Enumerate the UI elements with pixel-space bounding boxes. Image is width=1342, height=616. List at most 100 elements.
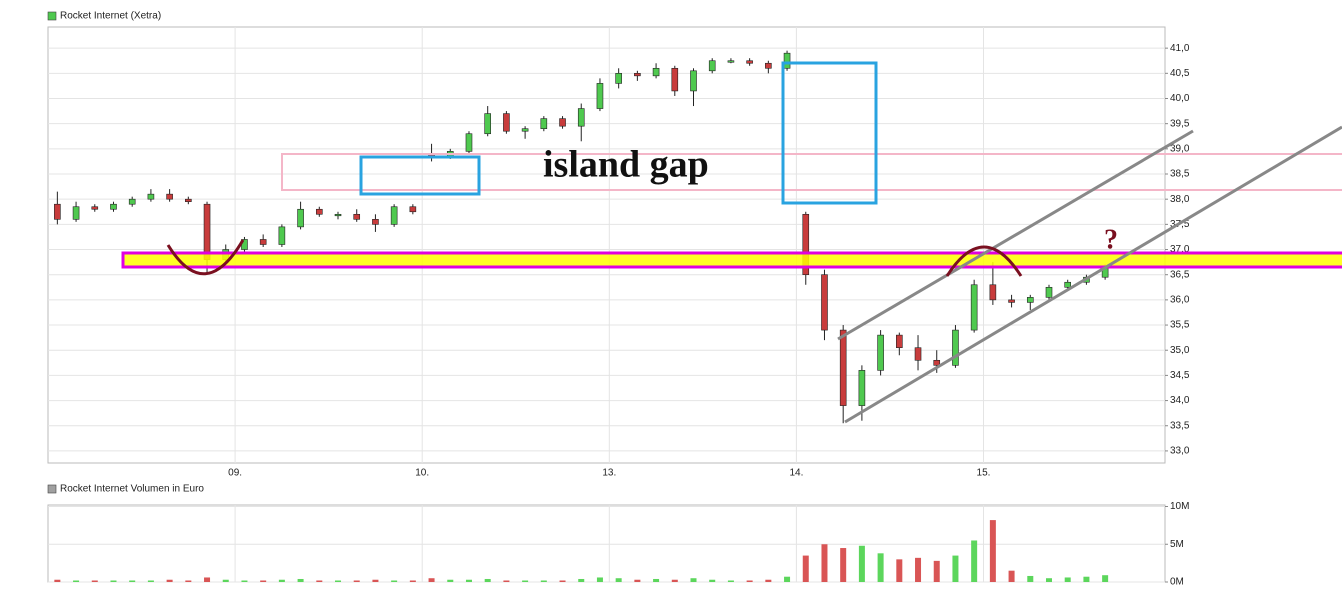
volume-bar (915, 557, 922, 582)
volume-bar (73, 580, 80, 582)
y-tick-label: 39,5 (1170, 118, 1190, 129)
volume-bar (559, 580, 566, 582)
candle-body (503, 113, 510, 132)
candle-body (559, 118, 566, 127)
volume-bar (222, 579, 229, 582)
volume-bar (596, 577, 603, 582)
candle-body (465, 133, 473, 152)
candle-body (278, 226, 286, 245)
candle-body (596, 83, 604, 109)
arc (945, 245, 1023, 277)
candle-body (708, 60, 716, 72)
volume-bar (409, 580, 416, 582)
y-tick-label: 0M (1170, 577, 1184, 588)
volume-bar (522, 580, 529, 582)
candle-body (839, 329, 847, 406)
candle-body (952, 329, 959, 366)
panel-title: Rocket Internet Volumen in Euro (60, 484, 204, 495)
candle-body (372, 219, 379, 225)
volume-bar (391, 580, 398, 582)
candle-body (802, 213, 810, 276)
candle-body (783, 52, 791, 69)
y-tick-label: 5M (1170, 539, 1184, 550)
y-tick-label: 39,0 (1170, 143, 1190, 154)
volume-bar (110, 580, 117, 582)
candle-body (989, 284, 997, 301)
candle-body (1045, 286, 1053, 298)
candle-body (91, 206, 99, 210)
volume-bar (653, 578, 660, 582)
candle-body (1026, 297, 1034, 303)
volume-bar (1008, 570, 1015, 582)
y-tick-label: 38,0 (1170, 194, 1190, 205)
volume-bar (634, 579, 641, 582)
volume-bar (1045, 578, 1052, 582)
volume-bar (1083, 576, 1090, 582)
candle-body (1064, 281, 1072, 288)
candle-body (727, 60, 735, 63)
y-tick-label: 10M (1170, 501, 1189, 512)
candle-body (690, 70, 697, 92)
gap-zone (281, 153, 1342, 191)
legend-swatch (47, 484, 57, 494)
volume-bar (671, 579, 678, 582)
volume-bar (784, 576, 791, 582)
support-band (121, 251, 1342, 269)
volume-bar (204, 577, 211, 582)
candle-body (634, 73, 641, 77)
channel-line (837, 129, 1194, 341)
candle-body (896, 334, 903, 349)
candle-body (166, 193, 173, 200)
candle-body (259, 239, 267, 245)
annotation: island gap (543, 144, 709, 186)
y-tick-label: 33,0 (1170, 446, 1190, 457)
volume-bar (1027, 575, 1034, 582)
y-tick-label: 40,5 (1170, 68, 1190, 79)
x-tick-label: 14. (789, 468, 803, 479)
volume-bar (989, 520, 996, 582)
candle-body (297, 208, 304, 228)
volume-bar (465, 579, 472, 582)
volume-bar (615, 578, 622, 582)
channel-line (844, 125, 1342, 424)
candle-body (185, 198, 192, 203)
volume-bar (260, 580, 267, 582)
gap-box (359, 155, 481, 196)
volume-bar (147, 580, 154, 582)
candle-body (409, 206, 417, 213)
candle-body (577, 108, 585, 127)
candle-body (54, 203, 61, 220)
x-tick-label: 15. (977, 468, 991, 479)
volume-bar (933, 560, 940, 582)
plots: Rocket Internet (Xetra) 33,0 33,5 34,0 34,5 3… (47, 11, 1190, 588)
candle-body (746, 60, 753, 64)
volume-bar (278, 579, 285, 582)
candle-body (671, 67, 679, 92)
x-tick-label: 09. (228, 468, 242, 479)
candle-body (933, 359, 941, 366)
volume-bar (877, 553, 884, 582)
volume-bar (1102, 575, 1109, 582)
volume-bar (1064, 577, 1071, 582)
panel-title: Rocket Internet (Xetra) (60, 11, 161, 22)
volume-bar (746, 580, 753, 582)
volume-bar (428, 578, 435, 582)
volume-bar (335, 580, 342, 582)
volume-bar (372, 579, 379, 582)
candle-body (521, 128, 529, 132)
x-tick-label: 10. (415, 468, 429, 479)
volume-bar (709, 579, 716, 582)
candle-body (72, 206, 80, 220)
candle-body (1008, 299, 1015, 303)
y-tick-label: 41,0 (1170, 43, 1190, 54)
y-tick-label: 34,0 (1170, 395, 1190, 406)
volume-bar (802, 555, 809, 582)
volume-bar (858, 545, 865, 582)
plot-area (47, 504, 1166, 583)
annotations: island gap ? (121, 61, 1342, 424)
candle-body (877, 334, 884, 371)
volume-bar (316, 580, 323, 582)
y-tick-label: 40,0 (1170, 93, 1190, 104)
volume-bar (952, 555, 959, 582)
